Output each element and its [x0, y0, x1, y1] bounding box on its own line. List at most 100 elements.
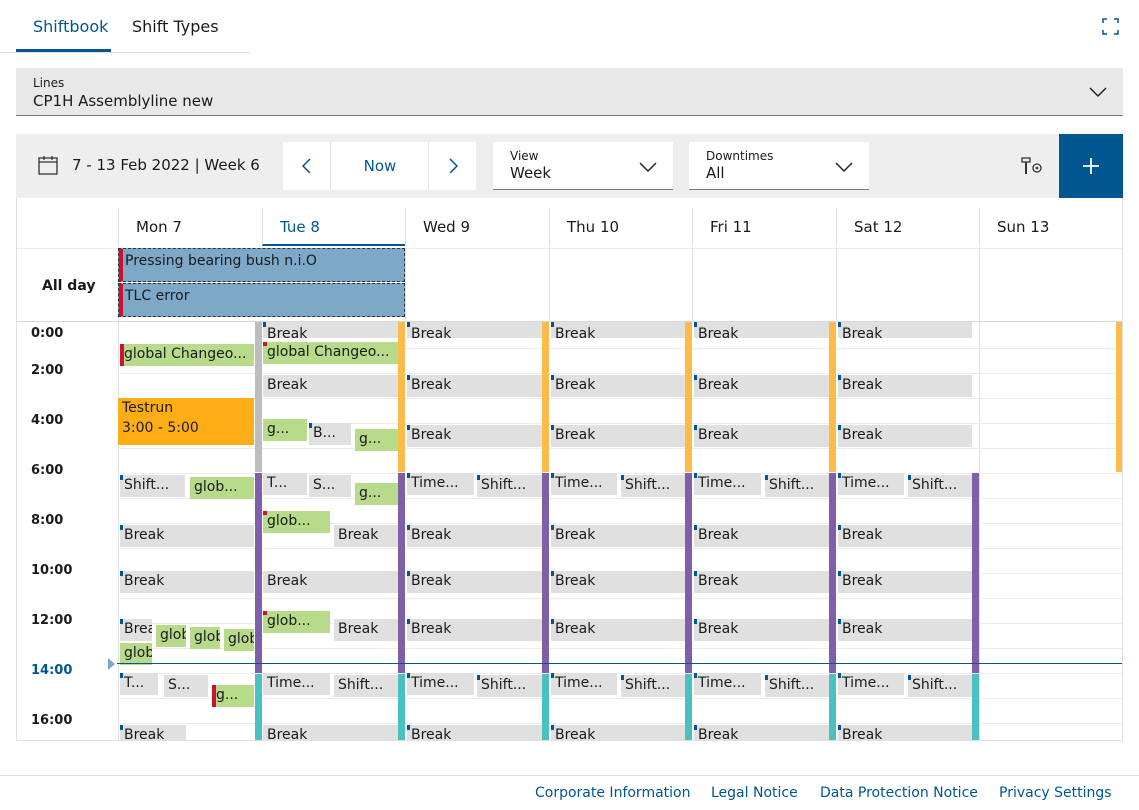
calendar-event[interactable]: Time...	[551, 473, 617, 495]
calendar-event[interactable]: Shift...	[908, 675, 972, 697]
calendar-event[interactable]: Shift...	[621, 675, 685, 697]
tab-shift-types[interactable]: Shift Types	[132, 17, 219, 36]
calendar-event[interactable]: Break	[407, 375, 542, 397]
calendar-event[interactable]: g...	[355, 429, 398, 451]
calendar-event[interactable]: Shift...	[765, 675, 829, 697]
calendar-event[interactable]: Break	[551, 525, 685, 547]
calendar-event[interactable]: g...	[355, 483, 398, 505]
calendar-event[interactable]: Break	[407, 725, 542, 740]
calendar-event[interactable]: Break	[551, 425, 685, 447]
calendar-event[interactable]: Break	[838, 525, 972, 547]
calendar-event[interactable]: Break	[551, 725, 685, 740]
day-header-active[interactable]: Tue 8	[262, 208, 405, 246]
calendar-event[interactable]: Break	[263, 725, 398, 740]
calendar-event[interactable]: Shift...	[334, 675, 398, 697]
calendar-event[interactable]: Break	[120, 571, 254, 593]
next-week-button[interactable]	[428, 142, 476, 190]
calendar-event[interactable]: Shift...	[477, 475, 542, 497]
calendar-event[interactable]: Break	[694, 619, 829, 641]
calendar-event[interactable]: glob	[190, 627, 220, 649]
calendar-event[interactable]: Break	[694, 425, 829, 447]
downtimes-select[interactable]: Downtimes All	[689, 142, 869, 190]
calendar-event[interactable]: Break	[263, 571, 398, 593]
calendar-event[interactable]: Time...	[551, 673, 617, 695]
calendar-event[interactable]: Brea	[120, 619, 152, 641]
all-day-event[interactable]: TLC error	[118, 283, 405, 317]
footer-link-legal[interactable]: Legal Notice	[711, 785, 798, 801]
all-day-event[interactable]: Pressing bearing bush n.i.O	[118, 248, 405, 282]
calendar-event[interactable]: Break	[838, 425, 972, 447]
calendar-event[interactable]: Break	[407, 571, 542, 593]
calendar-event[interactable]: Break	[694, 571, 829, 593]
calendar-event[interactable]: Break	[694, 375, 829, 397]
day-header[interactable]: Fri 11	[692, 208, 836, 246]
calendar-event[interactable]: g...	[263, 419, 307, 441]
calendar-event[interactable]: glob...	[263, 611, 330, 633]
calendar-event[interactable]: Testrun 3:00 - 5:00	[118, 398, 254, 445]
calendar-event[interactable]: T...	[120, 673, 158, 695]
calendar-event[interactable]: Time...	[407, 673, 474, 695]
calendar-event[interactable]: B...	[309, 423, 351, 445]
calendar-event[interactable]: Break	[551, 375, 685, 397]
calendar-event[interactable]: Time...	[694, 473, 761, 495]
previous-week-button[interactable]	[283, 142, 331, 190]
calendar-event[interactable]: Break	[694, 525, 829, 547]
footer-link-corporate[interactable]: Corporate Information	[535, 785, 691, 801]
calendar-event[interactable]: glob...	[190, 477, 254, 499]
calendar-event[interactable]: Time...	[263, 673, 330, 695]
tab-shiftbook[interactable]: Shiftbook	[33, 17, 109, 36]
calendar-event[interactable]: Shift...	[477, 675, 542, 697]
calendar-event[interactable]: glob	[120, 643, 152, 665]
calendar-event[interactable]: Shift...	[908, 475, 972, 497]
calendar-event[interactable]: Break	[120, 725, 186, 740]
view-select[interactable]: View Week	[493, 142, 673, 190]
calendar-event[interactable]: Break	[838, 571, 972, 593]
calendar-event[interactable]: Shift...	[621, 475, 685, 497]
calendar-event[interactable]: global Changeo...	[263, 342, 398, 364]
calendar-event[interactable]: Break	[838, 322, 972, 338]
calendar-event[interactable]: glob...	[263, 511, 330, 533]
calendar-event[interactable]: Break	[838, 725, 972, 740]
calendar-event[interactable]: Break	[334, 525, 398, 547]
calendar-event[interactable]: Break	[694, 322, 829, 338]
calendar-event[interactable]: Break	[120, 525, 254, 547]
calendar-event[interactable]: Time...	[838, 673, 904, 695]
calendar-event[interactable]: Break	[694, 725, 829, 740]
calendar-event[interactable]: Break	[407, 322, 542, 338]
now-button[interactable]: Now	[363, 157, 397, 175]
calendar-event[interactable]: glob	[156, 625, 186, 647]
calendar-event[interactable]: Break	[838, 619, 972, 641]
day-header[interactable]: Mon 7	[118, 208, 262, 246]
calendar-event[interactable]: Break	[407, 619, 542, 641]
calendar-event[interactable]: Break	[334, 619, 398, 641]
calendar-event[interactable]: Break	[407, 525, 542, 547]
calendar-event[interactable]: S...	[164, 675, 208, 697]
add-button[interactable]	[1059, 134, 1123, 198]
footer-link-privacy[interactable]: Privacy Settings	[999, 785, 1112, 801]
calendar-event[interactable]: Time...	[694, 673, 761, 695]
day-header[interactable]: Sat 12	[836, 208, 979, 246]
calendar-event[interactable]: Break	[838, 375, 972, 397]
calendar-event[interactable]: global Changeo...	[120, 344, 254, 366]
day-header[interactable]: Thu 10	[549, 208, 692, 246]
calendar-event[interactable]: T...	[263, 473, 307, 495]
calendar-event[interactable]: Break	[551, 571, 685, 593]
calendar-event[interactable]: glob	[224, 629, 254, 651]
calendar-event[interactable]: Time...	[407, 473, 474, 495]
calendar-event[interactable]: S...	[309, 475, 351, 497]
calendar-event[interactable]: g...	[212, 685, 254, 707]
calendar-event[interactable]: Break	[551, 619, 685, 641]
calendar-event[interactable]: Break	[263, 322, 398, 338]
footer-link-data-protection[interactable]: Data Protection Notice	[820, 785, 978, 801]
calendar-event[interactable]: Break	[407, 425, 542, 447]
day-header[interactable]: Sun 13	[979, 208, 1122, 246]
calendar-event[interactable]: Break	[551, 322, 685, 338]
calendar-event[interactable]: Shift...	[120, 475, 185, 497]
tools-settings-icon[interactable]	[1020, 156, 1044, 176]
fullscreen-icon[interactable]	[1102, 18, 1119, 35]
lines-dropdown[interactable]: Lines CP1H Assemblyline new	[16, 68, 1123, 116]
calendar-event[interactable]: Shift...	[765, 475, 829, 497]
calendar-event[interactable]: Time...	[838, 473, 904, 495]
day-header[interactable]: Wed 9	[405, 208, 549, 246]
calendar-event[interactable]: Break	[263, 375, 398, 397]
